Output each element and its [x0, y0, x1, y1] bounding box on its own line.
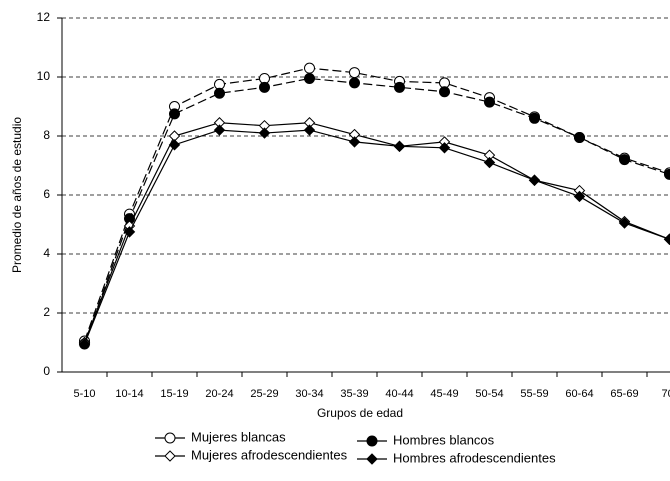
legend-marker	[366, 453, 378, 465]
data-point	[123, 226, 136, 238]
x-tick-label: 20-24	[205, 388, 233, 400]
x-tick-label: 25-29	[250, 388, 278, 400]
legend-marker	[164, 432, 176, 444]
series-line	[83, 129, 670, 345]
data-point	[573, 190, 586, 203]
data-point	[618, 217, 631, 229]
y-tick-label: 4	[43, 246, 50, 260]
data-point	[394, 81, 405, 93]
data-point	[258, 127, 271, 139]
y-tick-label: 2	[43, 305, 50, 319]
legend-marker	[164, 450, 176, 462]
x-tick-label: 30-34	[295, 388, 323, 400]
x-tick-label: 5-10	[73, 388, 95, 400]
series-line	[83, 122, 670, 343]
y-tick-label: 8	[43, 128, 50, 142]
x-tick-label: 15-19	[160, 388, 188, 400]
x-tick-label: 10-14	[115, 388, 143, 400]
data-point	[214, 87, 225, 99]
x-tick-label: 65-69	[610, 388, 638, 400]
x-tick-label: 35-39	[340, 388, 368, 400]
data-point	[393, 140, 406, 153]
y-tick-label: 10	[37, 69, 51, 83]
data-point	[349, 77, 360, 89]
y-tick-label: 6	[43, 187, 50, 201]
x-tick-label: 40-44	[385, 388, 413, 400]
data-point	[619, 154, 630, 166]
y-tick-label: 0	[43, 364, 50, 378]
series-line	[83, 77, 670, 345]
x-tick-label: 50-54	[475, 388, 503, 400]
y-tick-label: 12	[37, 10, 51, 24]
y-axis-label: Promedio de años de estudio	[10, 117, 24, 273]
x-tick-label: 45-49	[430, 388, 458, 400]
data-point	[259, 81, 270, 93]
x-axis-label: Grupos de edad	[317, 406, 403, 420]
data-point	[348, 136, 361, 148]
data-point	[304, 72, 315, 84]
data-point	[483, 156, 496, 169]
data-point	[574, 131, 585, 143]
data-point	[664, 168, 670, 180]
x-tick-label: 70-	[662, 388, 670, 400]
data-point	[168, 139, 181, 151]
x-tick-label: 60-64	[565, 388, 593, 400]
legend-label: Mujeres afrodescendientes	[191, 447, 348, 462]
data-point	[663, 233, 670, 245]
data-point	[213, 124, 226, 136]
data-point	[349, 67, 360, 79]
legend-label: Hombres afrodescendientes	[393, 450, 556, 465]
data-point	[528, 174, 541, 186]
data-point	[529, 112, 540, 124]
data-point	[438, 142, 451, 154]
legend-marker	[366, 435, 378, 447]
data-point	[303, 124, 316, 136]
legend-label: Hombres blancos	[393, 432, 495, 447]
x-tick-label: 55-59	[520, 388, 548, 400]
legend-label: Mujeres blancas	[191, 429, 286, 444]
data-point	[484, 96, 495, 108]
data-point	[439, 86, 450, 98]
data-point	[169, 108, 180, 120]
data-point	[78, 338, 91, 350]
data-point	[304, 62, 315, 74]
